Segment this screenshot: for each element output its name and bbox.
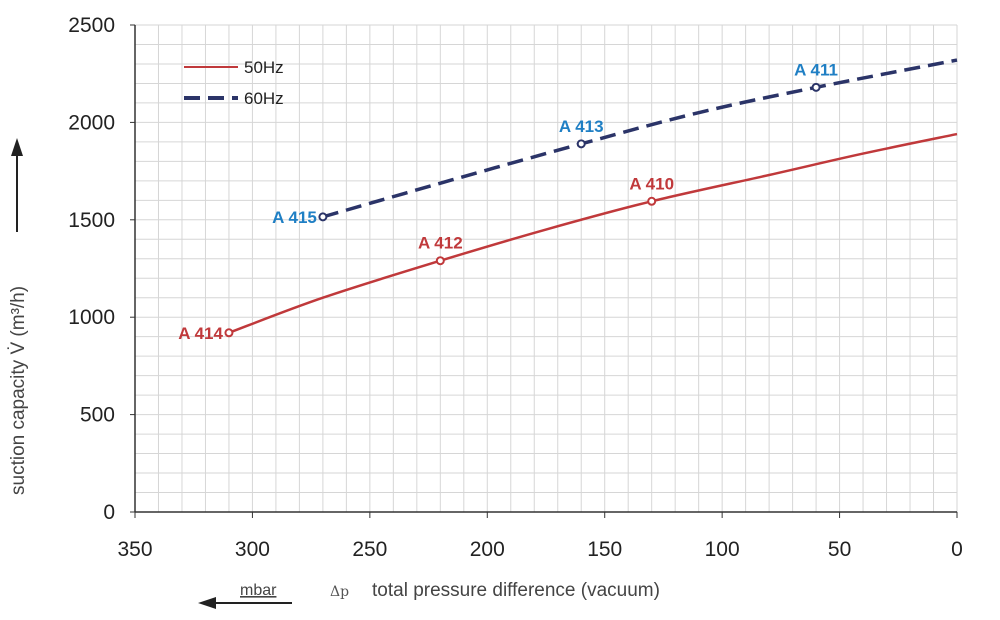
y-tick-label: 1500 bbox=[68, 209, 115, 232]
data-point bbox=[224, 328, 234, 338]
y-axis-title: suction capacity V̇ (m³/h) bbox=[8, 286, 29, 495]
x-tick-label: 300 bbox=[235, 538, 270, 561]
data-label: A 413 bbox=[559, 117, 604, 136]
x-tick-label: 0 bbox=[951, 538, 963, 561]
legend-label-60hz: 60Hz bbox=[244, 89, 284, 108]
x-axis-arrowhead-icon bbox=[198, 597, 216, 609]
delta-p-symbol: Δp bbox=[330, 584, 349, 600]
legend-label-50hz: 50Hz bbox=[244, 58, 284, 77]
data-label: A 410 bbox=[629, 174, 674, 193]
data-point bbox=[576, 139, 586, 149]
data-point bbox=[811, 82, 821, 92]
x-tick-label: 150 bbox=[587, 538, 622, 561]
y-tick-label: 2000 bbox=[68, 111, 115, 134]
x-axis-unit: mbar bbox=[240, 582, 277, 599]
data-label: A 412 bbox=[418, 234, 463, 253]
series-layer: A 414 A 412 A 410 A 415 A 413 A 411 bbox=[178, 58, 958, 343]
data-label: A 415 bbox=[272, 208, 317, 227]
x-axis-title-group: mbar Δp total pressure difference (vacuu… bbox=[198, 580, 660, 609]
y-tick-label: 2500 bbox=[68, 14, 115, 37]
series-line-50hz bbox=[228, 132, 958, 334]
x-tick-label: 250 bbox=[352, 538, 387, 561]
y-axis-arrowhead-icon bbox=[11, 138, 23, 156]
y-axis-title-group: suction capacity V̇ (m³/h) bbox=[8, 138, 29, 495]
data-point bbox=[647, 196, 657, 206]
data-label: A 414 bbox=[178, 324, 223, 343]
data-point bbox=[318, 212, 328, 222]
y-tick-label: 1000 bbox=[68, 306, 115, 329]
axes: 350 300 250 200 150 100 50 00500100015002000250… bbox=[68, 14, 963, 561]
x-axis-title: total pressure difference (vacuum) bbox=[372, 580, 660, 601]
x-tick-label: 350 bbox=[117, 538, 152, 561]
x-tick-label: 200 bbox=[470, 538, 505, 561]
grid bbox=[134, 24, 958, 513]
legend: 50Hz 60Hz bbox=[184, 58, 284, 108]
x-tick-label: 100 bbox=[705, 538, 740, 561]
x-tick-label: 50 bbox=[828, 538, 851, 561]
data-label: A 411 bbox=[794, 60, 838, 79]
data-point bbox=[435, 256, 445, 266]
y-tick-label: 0 bbox=[103, 501, 115, 524]
series-line-60hz bbox=[322, 58, 958, 219]
y-tick-label: 500 bbox=[80, 404, 115, 427]
